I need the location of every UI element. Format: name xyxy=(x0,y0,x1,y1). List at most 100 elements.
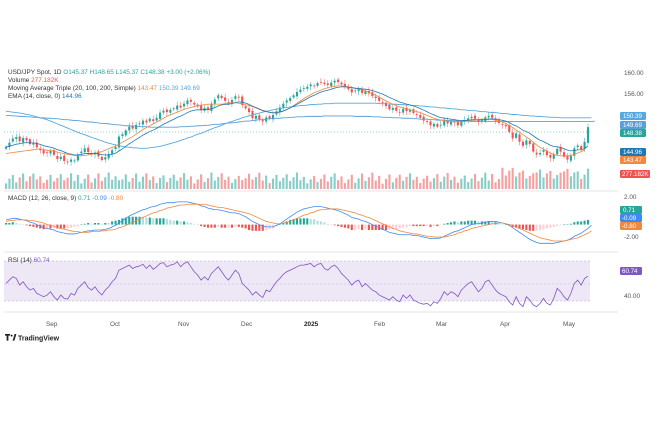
volume-bar xyxy=(405,176,408,189)
macd-histogram-bar xyxy=(337,224,340,227)
macd-histogram-bar xyxy=(422,224,425,227)
macd-histogram-bar xyxy=(470,220,473,225)
macd-histogram-bar xyxy=(484,221,487,225)
macd-histogram-bar xyxy=(439,224,442,226)
volume-bar xyxy=(59,174,62,189)
volume-bar xyxy=(323,174,326,189)
macd-histogram-bar xyxy=(227,224,230,228)
candle-body xyxy=(511,132,514,139)
month-mar: Mar xyxy=(436,321,448,328)
volume-bar xyxy=(200,174,203,189)
rsi-line xyxy=(5,261,589,308)
volume-bar xyxy=(39,176,42,189)
ma200-badge: 149.69 xyxy=(620,121,646,129)
candle-body xyxy=(319,81,323,83)
month-sep: Sep xyxy=(46,321,58,328)
volume-bar xyxy=(347,179,350,189)
candle-body xyxy=(193,102,196,105)
candle-body xyxy=(121,134,124,136)
candle-body xyxy=(295,91,299,97)
candle-body xyxy=(439,124,442,126)
candle-body xyxy=(80,151,83,154)
svg-text:144.96: 144.96 xyxy=(623,149,642,156)
candle-body xyxy=(583,141,586,149)
macd-histogram-bar xyxy=(412,224,415,227)
macd-histogram-bar xyxy=(117,219,121,225)
volume-bar xyxy=(494,182,497,189)
volume-bar xyxy=(158,177,162,189)
candle-body xyxy=(456,121,459,126)
volume-bar xyxy=(525,178,528,189)
candle-body xyxy=(162,110,165,113)
candle-body xyxy=(388,104,391,110)
volume-bar xyxy=(25,181,28,189)
macd-histogram-bar xyxy=(319,221,323,225)
macd-histogram-bar xyxy=(487,221,490,225)
volume-bar xyxy=(234,179,237,189)
candle-body xyxy=(237,96,240,98)
candle-body xyxy=(576,145,579,148)
candle-body xyxy=(402,108,405,113)
volume-bar xyxy=(395,177,398,189)
volume-bar xyxy=(580,178,583,189)
candle-body xyxy=(446,120,449,124)
ma100-badge: 150.39 xyxy=(620,112,646,120)
legend-ma: Moving Average Triple (20, 100, 200, Sim… xyxy=(8,85,200,92)
candle-body xyxy=(128,126,131,131)
volume-bar xyxy=(299,180,302,189)
macd-histogram-bar xyxy=(292,219,295,225)
macd-histogram-bar xyxy=(4,223,8,225)
volume-bar xyxy=(521,170,525,189)
macd-histogram-bar xyxy=(545,224,548,229)
rsi-tick-40: 40.00 xyxy=(624,293,640,300)
macd-histogram-bar xyxy=(467,220,470,225)
candle-body xyxy=(429,121,432,126)
candle-body xyxy=(42,150,45,154)
volume-bar xyxy=(248,173,251,189)
macd-line xyxy=(5,201,592,244)
macd-histogram-bar xyxy=(453,221,456,225)
volume-bar xyxy=(443,176,446,189)
candle-body xyxy=(285,100,288,103)
price-badge: 148.38 xyxy=(620,129,646,137)
svg-text:0.71: 0.71 xyxy=(623,207,636,214)
candle-body xyxy=(453,121,456,123)
candle-body xyxy=(573,148,576,156)
candle-body xyxy=(330,82,333,87)
macd-histogram-bar xyxy=(566,224,569,226)
candle-body xyxy=(59,156,62,160)
svg-text:60.74: 60.74 xyxy=(622,268,638,275)
volume-bar xyxy=(333,173,336,189)
macd-histogram-bar xyxy=(460,221,463,225)
candle-body xyxy=(158,112,162,119)
volume-bar xyxy=(326,181,329,189)
macd-histogram-bar xyxy=(278,224,281,226)
candle-body xyxy=(432,123,436,127)
volume-bar xyxy=(32,173,35,189)
volume-bar xyxy=(97,173,100,189)
volume-bar xyxy=(422,178,425,189)
macd-histogram-bar xyxy=(93,223,97,225)
volume-bar xyxy=(419,183,422,189)
macd-histogram-bar xyxy=(556,224,559,227)
volume-bar xyxy=(15,182,18,189)
candle-body xyxy=(4,146,8,149)
volume-bar xyxy=(477,181,480,189)
volume-bar xyxy=(18,177,21,189)
volume-bar xyxy=(11,174,14,189)
volume-bar xyxy=(8,178,11,189)
macd-histogram-bar xyxy=(158,218,162,225)
volume-bar xyxy=(76,174,79,189)
macd-histogram-bar xyxy=(145,217,148,225)
volume-bar xyxy=(573,172,576,189)
macd-histogram-bar xyxy=(402,224,405,228)
macd-histogram-bar xyxy=(28,224,32,227)
macd-histogram-bar xyxy=(306,218,309,225)
candle-body xyxy=(480,120,483,121)
volume-bar xyxy=(408,173,412,189)
svg-text:149.69: 149.69 xyxy=(623,122,642,129)
volume-bar xyxy=(367,177,370,189)
candle-body xyxy=(473,115,477,119)
candle-body xyxy=(350,89,353,93)
